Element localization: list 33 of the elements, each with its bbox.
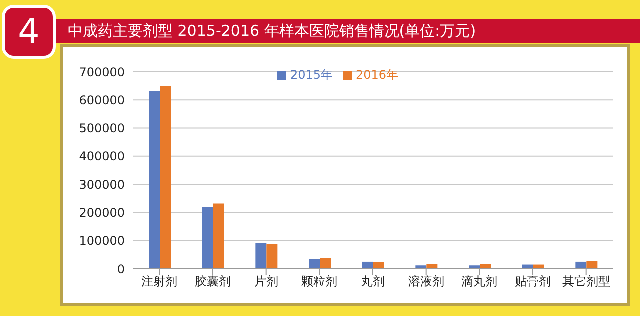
y-tick-label: 0 (117, 262, 125, 276)
y-tick-label: 100000 (79, 234, 125, 248)
y-tick-label: 300000 (79, 178, 125, 192)
bar (362, 262, 374, 269)
bar (266, 244, 278, 269)
bar (309, 259, 320, 269)
legend-label: 2015年 (290, 68, 333, 82)
x-tick-label: 丸剂 (361, 274, 385, 289)
bar (213, 204, 224, 269)
y-tick-label: 700000 (79, 65, 125, 80)
bar (576, 262, 587, 269)
bar (202, 207, 214, 269)
bar (149, 91, 160, 269)
y-tick-label: 200000 (79, 206, 125, 220)
legend-label: 2016年 (356, 68, 399, 82)
y-tick-label: 500000 (79, 122, 125, 136)
x-tick-label: 颗粒剂 (302, 274, 338, 289)
x-tick-label: 贴膏剂 (515, 274, 551, 289)
x-tick-label: 注射剂 (142, 274, 178, 289)
bar (320, 258, 331, 269)
chart-title: 中成药主要剂型 2015-2016 年样本医院销售情况(单位:万元) (46, 19, 640, 43)
bar (586, 261, 598, 269)
text: 4 (2, 5, 56, 59)
y-tick-label: 400000 (79, 150, 125, 164)
bar (373, 262, 384, 269)
x-tick-label: 片剂 (254, 274, 278, 289)
bar (160, 86, 171, 269)
x-tick-label: 溶液剂 (408, 274, 444, 289)
x-tick-label: 其它剂型 (562, 274, 610, 289)
y-tick-label: 600000 (79, 93, 125, 108)
bar (256, 243, 267, 269)
x-tick-label: 胶囊剂 (195, 274, 231, 289)
x-tick-label: 滴丸剂 (462, 274, 498, 289)
